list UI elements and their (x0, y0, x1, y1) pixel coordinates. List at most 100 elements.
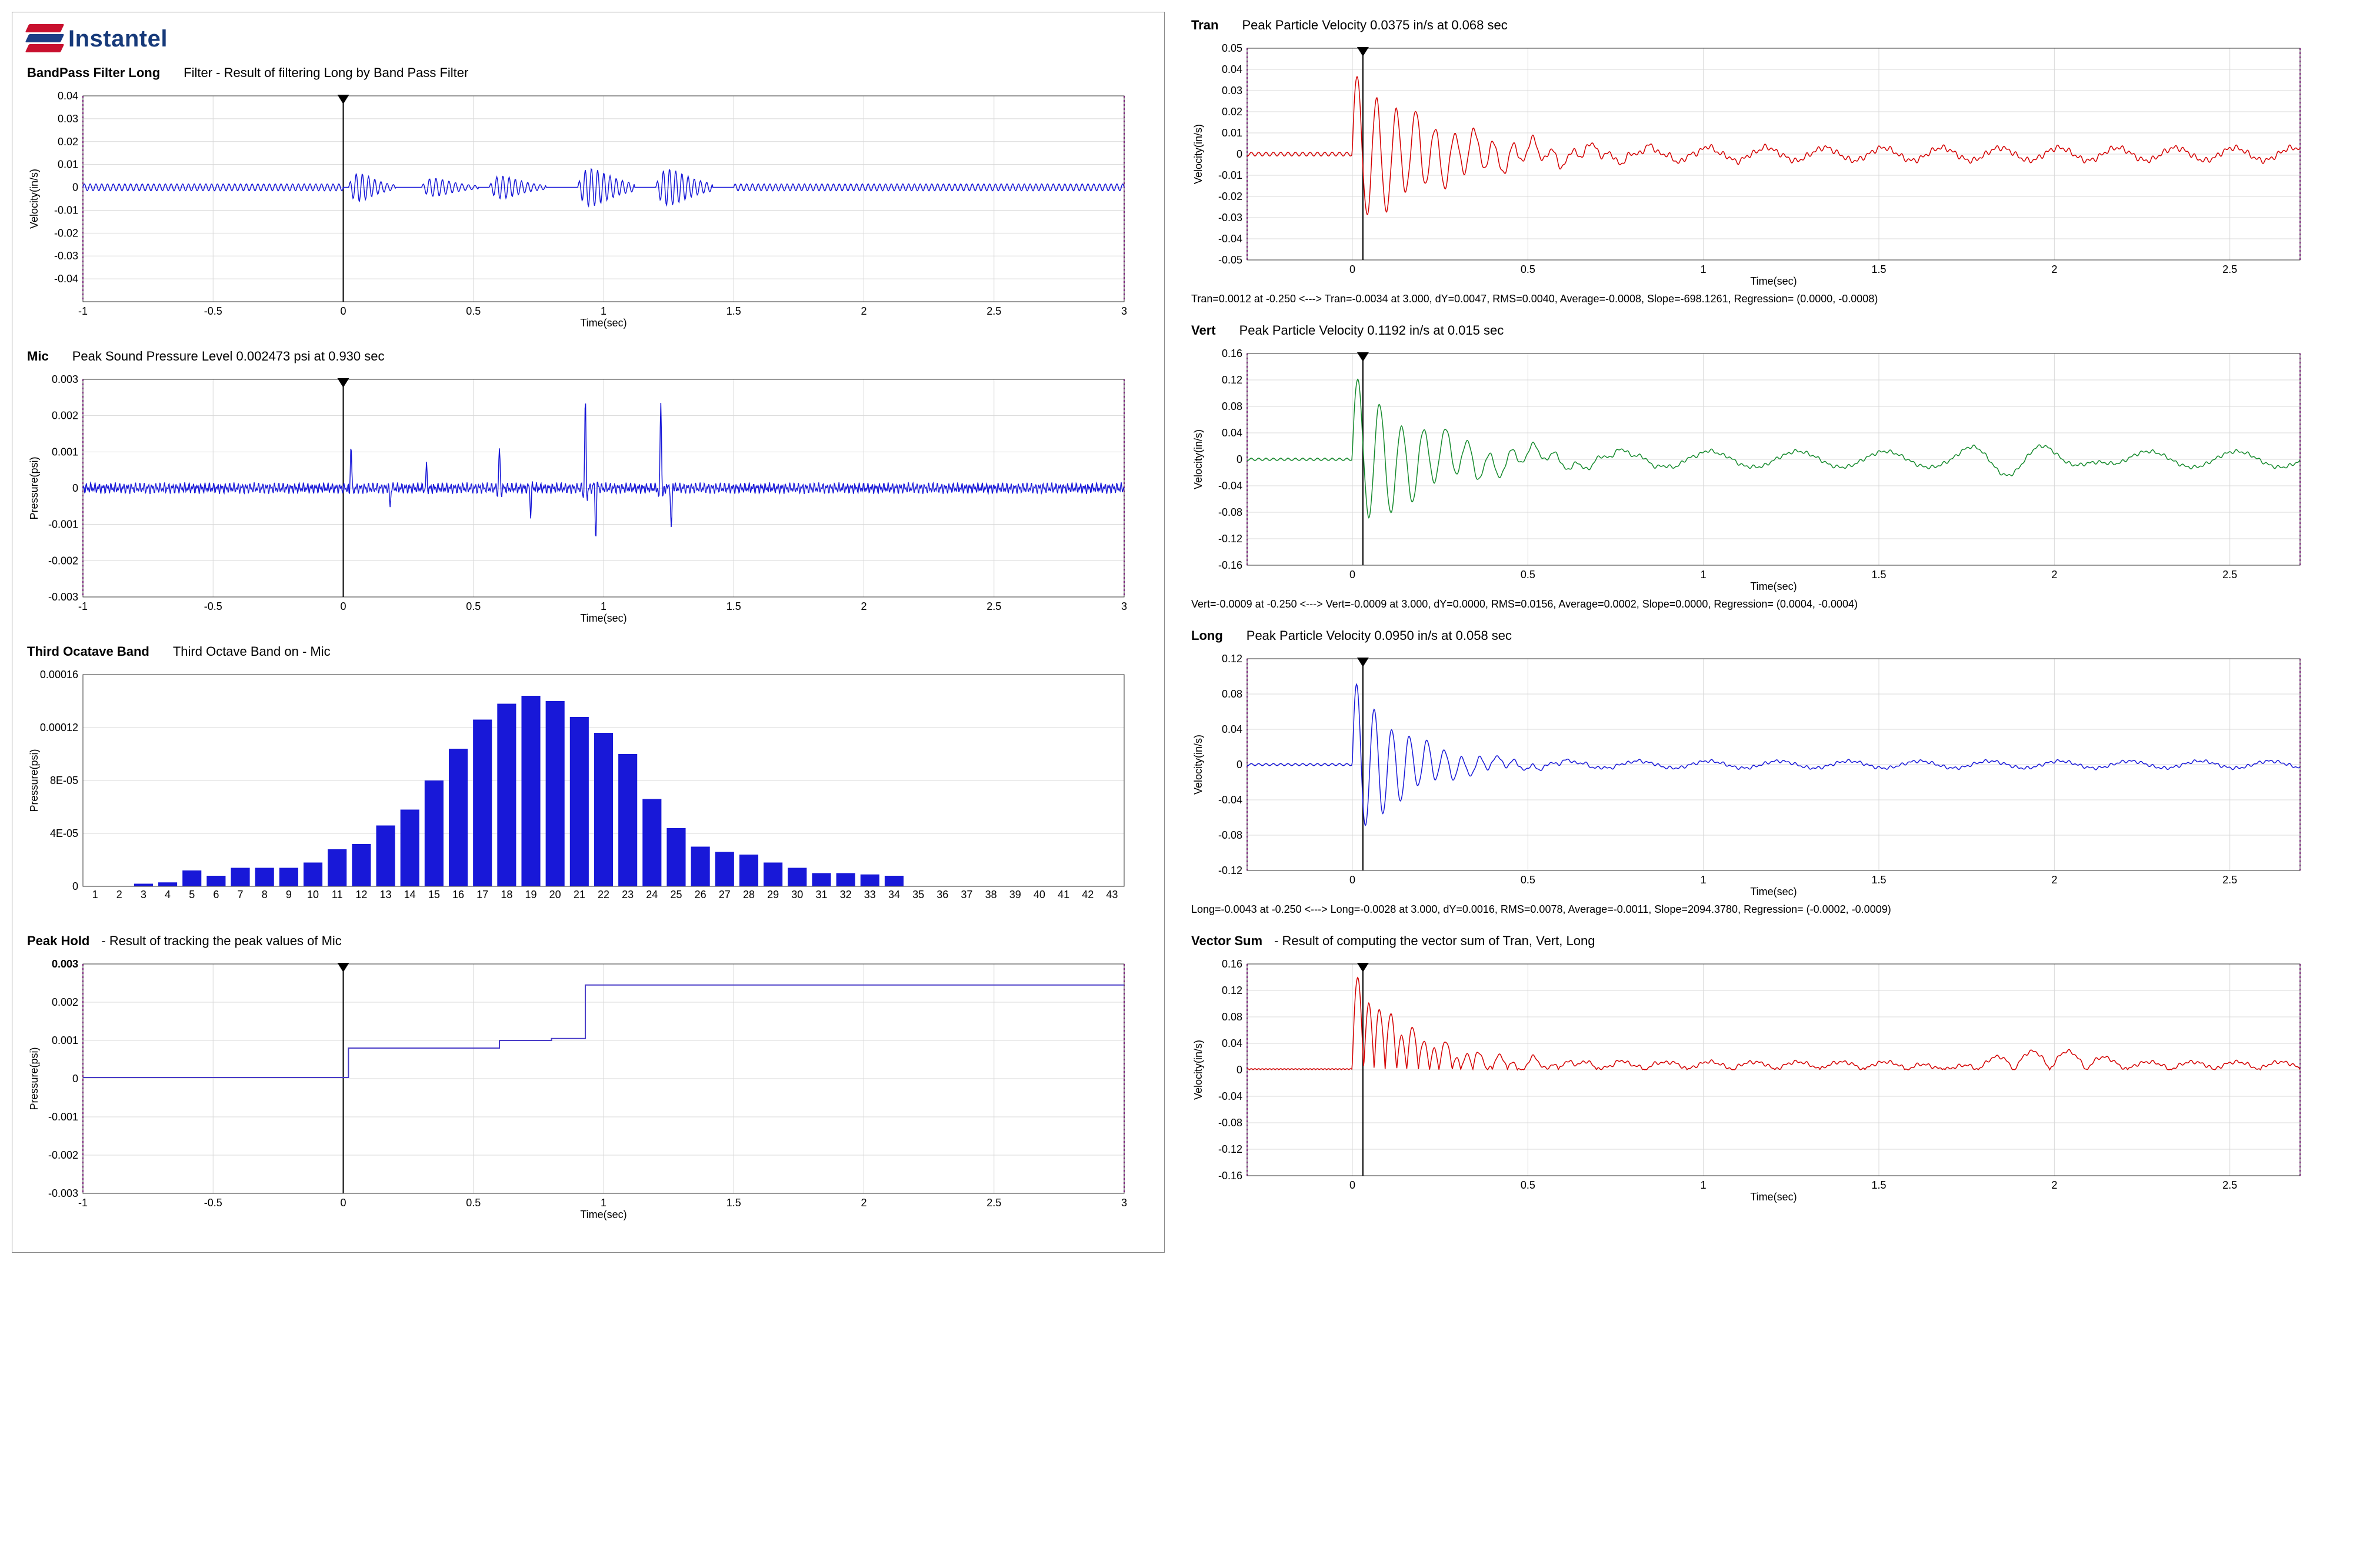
svg-text:41: 41 (1058, 889, 1069, 900)
svg-text:0.003: 0.003 (52, 373, 78, 385)
svg-text:0.5: 0.5 (1521, 569, 1535, 581)
svg-text:0.5: 0.5 (466, 305, 481, 317)
svg-text:-0.01: -0.01 (54, 204, 78, 216)
svg-text:0.04: 0.04 (1222, 64, 1242, 75)
svg-text:Time(sec): Time(sec) (580, 612, 626, 624)
svg-text:40: 40 (1034, 889, 1045, 900)
svg-text:9: 9 (286, 889, 292, 900)
svg-text:-0.02: -0.02 (1218, 191, 1242, 202)
chart-title: BandPass Filter LongFilter - Result of f… (27, 65, 1149, 81)
svg-text:0.02: 0.02 (1222, 106, 1242, 118)
svg-text:-0.04: -0.04 (54, 273, 78, 285)
svg-text:-0.16: -0.16 (1218, 559, 1242, 571)
svg-text:1: 1 (1701, 569, 1707, 581)
svg-text:Time(sec): Time(sec) (1750, 1191, 1797, 1203)
svg-text:0: 0 (340, 600, 346, 612)
svg-text:-0.04: -0.04 (1218, 233, 1242, 245)
svg-text:0: 0 (340, 1197, 346, 1209)
svg-text:2.5: 2.5 (2222, 569, 2237, 581)
svg-text:3: 3 (1121, 600, 1127, 612)
svg-text:0.01: 0.01 (1222, 127, 1242, 139)
svg-text:Velocity(in/s): Velocity(in/s) (1192, 1040, 1204, 1100)
chart-vert: VertPeak Particle Velocity 0.1192 in/s a… (1191, 323, 2315, 610)
svg-text:30: 30 (791, 889, 803, 900)
svg-text:0.003: 0.003 (52, 958, 78, 970)
svg-text:43: 43 (1106, 889, 1118, 900)
svg-text:0: 0 (1349, 569, 1355, 581)
svg-text:0.5: 0.5 (1521, 1179, 1535, 1191)
svg-text:31: 31 (815, 889, 827, 900)
svg-text:1: 1 (1701, 1179, 1707, 1191)
svg-text:-0.08: -0.08 (1218, 506, 1242, 518)
svg-text:0.12: 0.12 (1222, 374, 1242, 386)
svg-text:0.03: 0.03 (1222, 85, 1242, 96)
chart-tran: TranPeak Particle Velocity 0.0375 in/s a… (1191, 18, 2315, 305)
svg-text:8: 8 (262, 889, 268, 900)
svg-text:0: 0 (72, 182, 78, 194)
svg-text:0.04: 0.04 (58, 90, 78, 102)
svg-text:0.04: 0.04 (1222, 1037, 1242, 1049)
svg-text:0: 0 (340, 305, 346, 317)
svg-text:0.04: 0.04 (1222, 723, 1242, 735)
svg-text:-0.08: -0.08 (1218, 829, 1242, 841)
svg-text:0: 0 (1349, 1179, 1355, 1191)
svg-text:-0.03: -0.03 (1218, 212, 1242, 223)
svg-text:0.5: 0.5 (466, 600, 481, 612)
svg-text:Time(sec): Time(sec) (1750, 886, 1797, 898)
svg-text:7: 7 (238, 889, 244, 900)
svg-text:13: 13 (380, 889, 392, 900)
chart-bandpass: BandPass Filter LongFilter - Result of f… (27, 65, 1149, 331)
svg-text:6: 6 (213, 889, 219, 900)
svg-text:0.02: 0.02 (58, 136, 78, 148)
svg-text:0: 0 (72, 880, 78, 892)
svg-text:1: 1 (92, 889, 98, 900)
svg-text:-0.5: -0.5 (204, 1197, 222, 1209)
svg-text:35: 35 (912, 889, 924, 900)
svg-text:-1: -1 (78, 600, 88, 612)
svg-text:4: 4 (165, 889, 171, 900)
right-panel: TranPeak Particle Velocity 0.0375 in/s a… (1176, 12, 2329, 1253)
svg-text:-0.12: -0.12 (1218, 1143, 1242, 1155)
svg-text:8E-05: 8E-05 (50, 775, 78, 786)
svg-text:2: 2 (2051, 569, 2057, 581)
svg-text:0: 0 (1237, 453, 1242, 465)
svg-text:4E-05: 4E-05 (50, 828, 78, 839)
svg-text:2.5: 2.5 (986, 1197, 1001, 1209)
svg-text:Time(sec): Time(sec) (1750, 275, 1797, 287)
svg-text:-0.01: -0.01 (1218, 169, 1242, 181)
svg-text:0: 0 (72, 482, 78, 494)
svg-text:Velocity(in/s): Velocity(in/s) (28, 169, 40, 229)
svg-text:0.16: 0.16 (1222, 958, 1242, 970)
svg-text:23: 23 (622, 889, 634, 900)
svg-text:1: 1 (601, 1197, 606, 1209)
svg-text:37: 37 (961, 889, 972, 900)
svg-text:36: 36 (936, 889, 948, 900)
logo: Instantel (27, 24, 1149, 54)
svg-text:2.5: 2.5 (986, 600, 1001, 612)
svg-text:Velocity(in/s): Velocity(in/s) (1192, 735, 1204, 795)
svg-text:-0.001: -0.001 (48, 1111, 78, 1123)
svg-text:Velocity(in/s): Velocity(in/s) (1192, 124, 1204, 184)
svg-text:1.5: 1.5 (726, 1197, 741, 1209)
svg-text:0.08: 0.08 (1222, 1011, 1242, 1023)
svg-text:32: 32 (840, 889, 852, 900)
svg-text:-0.12: -0.12 (1218, 865, 1242, 876)
svg-text:2: 2 (861, 305, 866, 317)
svg-text:2: 2 (861, 600, 866, 612)
svg-text:0.001: 0.001 (52, 446, 78, 458)
chart-title: VertPeak Particle Velocity 0.1192 in/s a… (1191, 323, 2315, 338)
chart-title: Vector Sum- Result of computing the vect… (1191, 933, 2315, 949)
svg-text:34: 34 (888, 889, 900, 900)
svg-text:-0.003: -0.003 (48, 591, 78, 603)
svg-text:-0.02: -0.02 (54, 227, 78, 239)
svg-text:0.00016: 0.00016 (40, 669, 78, 680)
svg-text:0: 0 (1237, 759, 1242, 770)
svg-text:2: 2 (2051, 874, 2057, 886)
svg-text:0.12: 0.12 (1222, 653, 1242, 665)
chart-peakhold: Peak Hold- Result of tracking the peak v… (27, 933, 1149, 1223)
svg-text:0.05: 0.05 (1222, 42, 1242, 54)
svg-text:2: 2 (116, 889, 122, 900)
chart-title: LongPeak Particle Velocity 0.0950 in/s a… (1191, 628, 2315, 643)
svg-text:-0.04: -0.04 (1218, 1090, 1242, 1102)
chart-mic: MicPeak Sound Pressure Level 0.002473 ps… (27, 349, 1149, 626)
